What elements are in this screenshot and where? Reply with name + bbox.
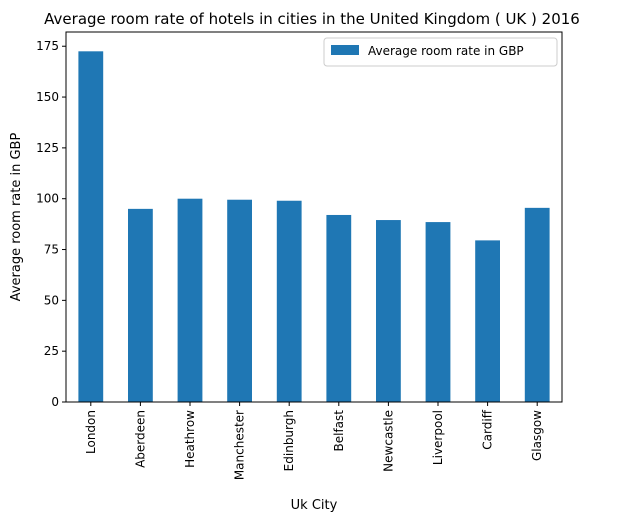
bar-newcastle: [376, 220, 401, 402]
x-tick-label: Edinburgh: [282, 410, 296, 471]
x-tick-label: Cardiff: [481, 409, 495, 449]
axes-frame: [65, 31, 563, 403]
legend-frame: [323, 37, 558, 67]
y-tick-label: 75: [44, 243, 59, 257]
x-tick-label: Aberdeen: [133, 410, 147, 468]
plot-area: [78, 51, 550, 403]
bar-cardiff: [475, 240, 500, 402]
bar-manchester: [227, 199, 252, 402]
bar-heathrow: [177, 198, 203, 402]
x-tick-label: Liverpool: [431, 410, 445, 465]
y-tick-label: 100: [36, 192, 59, 206]
x-tick-label: Glasgow: [530, 410, 544, 461]
y-tick-label: 50: [44, 293, 59, 307]
y-axis-label: Average room rate in GBP: [9, 133, 24, 302]
bar-belfast: [326, 214, 352, 402]
bar-aberdeen: [128, 208, 153, 402]
legend: Average room rate in GBP: [323, 37, 558, 67]
bar-liverpool: [425, 222, 451, 402]
x-tick-label: Heathrow: [183, 410, 197, 468]
axes: 0 25 50 75 100 125 150 175 London Aberdeen Heathro…: [36, 31, 563, 480]
x-tick-label: Belfast: [332, 410, 346, 452]
x-tick-label: Newcastle: [381, 410, 395, 472]
bar-edinburgh: [276, 200, 302, 402]
legend-entry-label: Average room rate in GBP: [368, 44, 524, 58]
y-tick-label: 125: [36, 141, 59, 155]
x-tick-label: Manchester: [233, 410, 247, 480]
bar-glasgow: [524, 207, 550, 402]
x-axis-label: Uk City: [291, 498, 338, 513]
chart-title: Average room rate of hotels in cities in…: [44, 10, 580, 28]
y-tick-label: 0: [51, 395, 59, 409]
legend-swatch: [331, 45, 359, 55]
y-tick-label: 175: [36, 39, 59, 53]
x-tick-label: London: [84, 410, 98, 454]
y-tick-label: 25: [44, 344, 59, 358]
y-tick-label: 150: [36, 90, 59, 104]
bar-london: [78, 51, 104, 403]
